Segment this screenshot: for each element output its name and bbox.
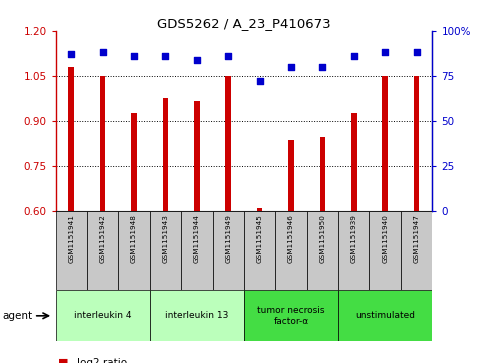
Bar [414, 76, 419, 211]
Bar [320, 137, 325, 211]
Text: GSM1151950: GSM1151950 [319, 215, 326, 264]
Point [130, 53, 138, 59]
Text: GSM1151939: GSM1151939 [351, 215, 357, 264]
Text: GSM1151947: GSM1151947 [413, 215, 420, 264]
Bar [56, 211, 87, 290]
Text: GSM1151943: GSM1151943 [162, 215, 169, 264]
Text: GSM1151944: GSM1151944 [194, 215, 200, 264]
Point [287, 64, 295, 70]
Text: GSM1151946: GSM1151946 [288, 215, 294, 264]
Point [68, 51, 75, 57]
Bar [244, 211, 275, 290]
Bar [69, 67, 74, 211]
Point [382, 49, 389, 55]
Text: interleukin 13: interleukin 13 [165, 311, 228, 320]
Text: GSM1151945: GSM1151945 [256, 215, 263, 264]
Point [319, 64, 327, 70]
Point [99, 49, 107, 55]
Text: GSM1151942: GSM1151942 [99, 215, 106, 264]
Bar [150, 211, 181, 290]
Text: ■: ■ [58, 358, 69, 363]
Text: interleukin 4: interleukin 4 [74, 311, 131, 320]
Bar [181, 211, 213, 290]
Bar [226, 76, 231, 211]
Bar [194, 101, 199, 211]
Text: GSM1151940: GSM1151940 [382, 215, 388, 264]
Text: unstimulated: unstimulated [355, 311, 415, 320]
Point [350, 53, 357, 59]
Text: GSM1151948: GSM1151948 [131, 215, 137, 264]
Bar [244, 290, 338, 341]
Bar [338, 211, 369, 290]
Point [161, 53, 170, 59]
Bar [351, 113, 356, 211]
Text: GSM1151949: GSM1151949 [225, 215, 231, 264]
Bar [118, 211, 150, 290]
Text: log2 ratio: log2 ratio [77, 358, 128, 363]
Bar [307, 211, 338, 290]
Bar [131, 113, 137, 211]
Bar [401, 211, 432, 290]
Bar [275, 211, 307, 290]
Point [193, 57, 201, 62]
Bar [338, 290, 432, 341]
Text: tumor necrosis
factor-α: tumor necrosis factor-α [257, 306, 325, 326]
Bar [369, 211, 401, 290]
Bar [100, 76, 105, 211]
Bar [56, 290, 150, 341]
Bar [150, 290, 244, 341]
Point [256, 78, 264, 84]
Point [412, 49, 420, 55]
Bar [163, 98, 168, 211]
Text: agent: agent [2, 311, 32, 321]
Text: GSM1151941: GSM1151941 [68, 215, 74, 264]
Bar [87, 211, 118, 290]
Bar [288, 140, 294, 211]
Bar [213, 211, 244, 290]
Bar [383, 76, 388, 211]
Title: GDS5262 / A_23_P410673: GDS5262 / A_23_P410673 [157, 17, 331, 30]
Point [224, 53, 232, 59]
Bar [257, 208, 262, 211]
